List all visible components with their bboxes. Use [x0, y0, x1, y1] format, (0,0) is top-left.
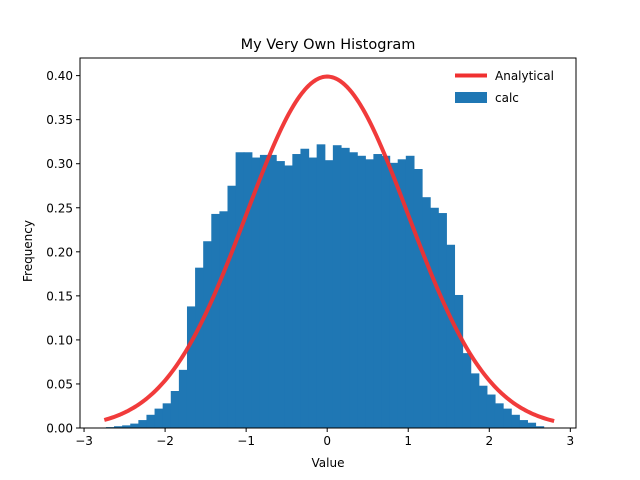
legend: Analytical calc [455, 69, 554, 105]
y-tick-label: 0.25 [46, 201, 73, 215]
histogram-bar [162, 403, 172, 428]
analytical-curve-layer [103, 74, 555, 423]
histogram-bar [535, 426, 545, 428]
x-tick-label: 2 [485, 434, 493, 448]
histogram-bar [300, 148, 310, 428]
histogram-bar [259, 154, 269, 428]
histogram-bar [422, 197, 431, 428]
histogram-bar [494, 403, 504, 428]
histogram-bar [268, 154, 277, 428]
y-tick-label: 0.00 [46, 422, 73, 436]
histogram-bar [276, 161, 285, 429]
histogram-bar [446, 244, 456, 428]
histogram-bar [389, 162, 399, 429]
histogram-bar [308, 157, 318, 429]
histogram-bar [146, 414, 156, 428]
histogram-bar [430, 207, 439, 428]
histogram-bar [527, 422, 537, 428]
histogram-bar [381, 155, 391, 429]
histogram-bar [292, 154, 302, 428]
x-tick-label: 0 [323, 434, 331, 448]
histogram-bars [105, 144, 545, 429]
x-axis-label: Value [312, 456, 345, 470]
histogram-bar [486, 394, 496, 428]
histogram-bar [114, 426, 123, 428]
histogram-bar [438, 213, 447, 428]
histogram-bar [511, 414, 520, 428]
histogram-bar [454, 294, 464, 428]
y-tick-label: 0.10 [46, 333, 73, 347]
histogram-bar [503, 408, 512, 428]
histogram-bar [235, 152, 245, 428]
y-tick-label: 0.15 [46, 289, 73, 303]
histogram-bar [365, 159, 374, 429]
histogram-bar [478, 385, 488, 428]
histogram-bar [373, 154, 383, 428]
x-tick-label: −3 [75, 434, 93, 448]
histogram-bar [122, 425, 131, 428]
histogram-bar [211, 213, 220, 428]
histogram-bar [186, 306, 196, 428]
y-tick-label: 0.20 [46, 245, 73, 259]
histogram-bar [462, 353, 472, 428]
histogram-bar [284, 165, 293, 428]
histogram-bar [332, 145, 342, 428]
histogram-bar [170, 391, 180, 428]
histogram-bar [470, 373, 480, 428]
histogram-bar [219, 211, 229, 428]
histogram-bar [195, 267, 204, 428]
x-tick-label: −1 [237, 434, 255, 448]
histogram-bar [316, 144, 326, 429]
legend-analytical-label: Analytical [495, 69, 554, 83]
analytical-curve [103, 74, 555, 423]
histogram-bar [251, 157, 261, 429]
histogram-bar [340, 147, 350, 428]
x-axis-ticks: −3 −2 −1 0 1 2 3 [75, 428, 574, 448]
histogram-bar [130, 423, 139, 428]
axes-frame [79, 57, 577, 429]
legend-calc-swatch [455, 92, 487, 103]
histogram-bar [154, 408, 164, 428]
y-tick-label: 0.30 [46, 157, 73, 171]
histogram-bar [357, 155, 366, 429]
chart-title: My Very Own Histogram [241, 37, 416, 53]
histogram-bar [243, 152, 253, 428]
histogram-bar [138, 420, 148, 428]
legend-calc-label: calc [495, 91, 519, 105]
histogram-bar [349, 152, 358, 428]
histogram-bar [203, 241, 212, 428]
histogram-bar [227, 185, 237, 428]
x-tick-label: 3 [567, 434, 575, 448]
y-tick-label: 0.05 [46, 377, 73, 391]
x-tick-label: −2 [156, 434, 174, 448]
histogram-bar [178, 369, 188, 428]
y-tick-label: 0.35 [46, 113, 73, 127]
histogram-bar [519, 420, 528, 428]
histogram-bar [324, 160, 334, 428]
x-tick-label: 1 [404, 434, 412, 448]
histogram-bar [413, 169, 423, 428]
histogram-bar [405, 155, 415, 429]
y-tick-label: 0.40 [46, 69, 73, 83]
y-axis-label: Frequency [21, 220, 35, 282]
y-axis-ticks: 0.00 0.05 0.10 0.15 0.20 0.25 0.30 0.35 0.40 [46, 69, 80, 436]
histogram-bar [397, 159, 407, 429]
